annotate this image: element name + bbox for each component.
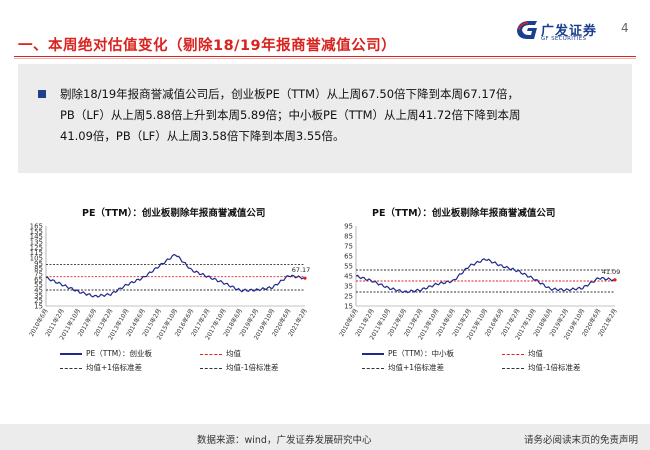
legend-item-series: PE（TTM）：创业板 [60,348,152,359]
y-tick-label: 75 [34,271,43,279]
y-tick-label: 85 [34,265,43,273]
y-tick-label: 45 [344,273,353,281]
legend-swatch [60,353,82,355]
y-tick-label: 15 [344,303,353,311]
logo-text: 广发证券 [541,24,598,39]
end-point-marker [613,278,617,282]
logo-mark-icon [517,21,537,39]
legend-item-minus: 均值-1倍标准差 [502,362,580,373]
y-tick-label: 35 [344,283,353,291]
legend-swatch [502,367,524,369]
summary-box: 剔除18/19年报商誉减值公司后，创业板PE（TTM）从上周67.50倍下降到本… [18,64,632,173]
y-tick-label: 65 [34,276,43,284]
y-tick-label: 125 [30,244,43,252]
summary-line: PB（LF）从上周5.88倍上升到本周5.89倍；中小板PE（TTM）从上周41… [60,108,521,122]
legend-swatch [200,367,222,369]
y-tick-label: 75 [344,243,353,251]
y-tick-label: 85 [344,233,353,241]
legend-item-series: PE（TTM）：中小板 [362,348,454,359]
y-tick-label: 165 [30,223,43,231]
bullet-square-icon [38,90,46,98]
left-pe-chart: 1525354555657585951051151251351451551652… [27,223,311,342]
data-source-note: 数据来源：wind，广发证券发展研究中心 [197,435,372,446]
y-tick-label: 25 [344,293,353,301]
pe-series-line [355,258,616,294]
legend-item-plus: 均值+1倍标准差 [362,362,444,373]
y-tick-label: 25 [34,297,43,305]
y-tick-label: 155 [30,228,43,236]
y-tick-label: 45 [34,287,43,295]
legend-swatch [362,367,384,369]
left-chart-title: PE（TTM）：创业板剔除年报商誉减值公司 [82,208,266,219]
end-value-label: 67.17 [292,266,311,274]
y-tick-label: 145 [30,233,43,241]
legend-swatch [60,367,82,369]
end-value-label: 41.09 [602,268,621,276]
y-tick-label: 55 [34,281,43,289]
y-tick-label: 105 [30,255,43,263]
right-pe-chart: 1525354555657585952010年6月2011年2月2011年10月… [337,223,621,342]
y-tick-label: 55 [344,263,353,271]
legend-item-mean: 均值 [200,348,241,359]
title-divider [14,56,636,57]
y-tick-label: 15 [34,303,43,311]
legend-item-minus: 均值-1倍标准差 [200,362,278,373]
right-chart-legend: PE（TTM）：中小板 均值 均值+1倍标准差 均值-1倍标准差 [362,348,632,376]
legend-swatch [362,353,384,355]
logo-subtext: GF SECURITIES [541,36,587,42]
legend-swatch [200,353,222,355]
summary-line: 41.09倍，PB（LF）从上周3.58倍下降到本周3.55倍。 [60,129,345,143]
summary-text: 剔除18/19年报商誉减值公司后，创业板PE（TTM）从上周67.50倍下降到本… [60,84,620,147]
y-tick-label: 35 [34,292,43,300]
left-chart-legend: PE（TTM）：创业板 均值 均值+1倍标准差 均值-1倍标准差 [60,348,330,376]
page-number: 4 [621,21,629,35]
footer-bar: 数据来源：wind，广发证券发展研究中心 请务必阅读末页的免责声明 [0,424,650,450]
title-divider-shadow [14,58,636,59]
y-tick-label: 135 [30,239,43,247]
company-logo: 广发证券 GF SECURITIES [515,17,615,47]
page-title: 一、本周绝对估值变化（剔除18/19年报商誉减值公司） [18,38,397,54]
y-tick-label: 115 [30,249,43,257]
pe-series-line [45,253,306,298]
y-tick-label: 95 [34,260,43,268]
summary-line: 剔除18/19年报商誉减值公司后，创业板PE（TTM）从上周67.50倍下降到本… [60,87,519,101]
end-point-marker [303,276,307,280]
legend-item-mean: 均值 [502,348,543,359]
y-tick-label: 95 [344,223,353,231]
disclaimer-link[interactable]: 请务必阅读末页的免责声明 [524,435,639,446]
legend-swatch [502,353,524,355]
legend-item-plus: 均值+1倍标准差 [60,362,142,373]
y-tick-label: 65 [344,253,353,261]
right-chart-title: PE（TTM）：创业板剔除年报商誉减值公司 [372,208,556,219]
